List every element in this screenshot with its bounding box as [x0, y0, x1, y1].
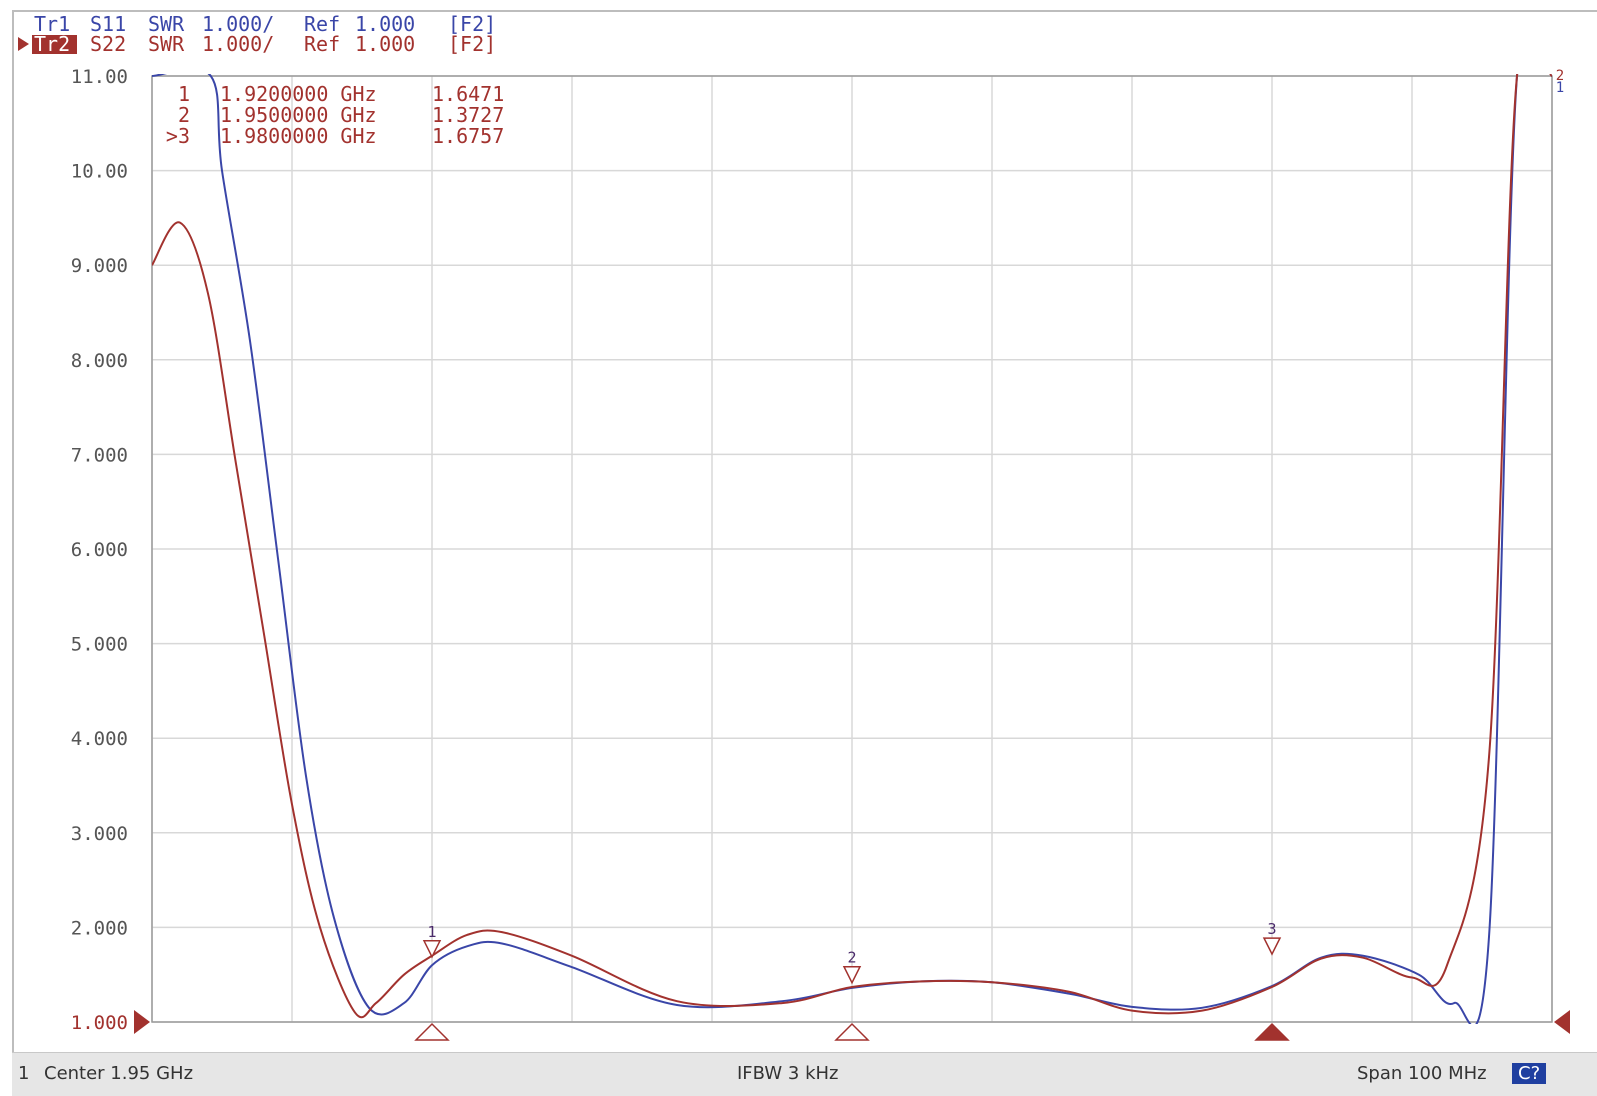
marker-row-value: 1.3727 [432, 103, 504, 127]
y-tick-label: 10.00 [71, 161, 128, 183]
marker-table: 1 1.9200000 GHz 1.6471 2 1.9500000 GHz 1… [166, 82, 504, 148]
marker-1-icon[interactable] [422, 940, 442, 959]
trace-header-tr2[interactable]: Tr2 S22 SWR 1.000/ Ref 1.000 [F2] [18, 32, 496, 56]
y-tick-label: 3.000 [71, 823, 128, 845]
calibration-status-badge[interactable]: C? [1512, 1063, 1547, 1084]
trace-end-label: 1 [1556, 80, 1564, 96]
marker-2-icon[interactable] [842, 965, 862, 985]
analyzer-window [12, 10, 1597, 1096]
marker-row-3: >3 1.9800000 GHz 1.6757 [166, 124, 504, 148]
y-tick-label: 5.000 [71, 634, 128, 656]
marker-2-label: 2 [847, 949, 856, 967]
reference-level-left-icon[interactable] [134, 1010, 150, 1034]
trace-ref-tr2: 1.000 [355, 32, 415, 56]
ifbw-setting[interactable]: IFBW 3 kHz [737, 1063, 839, 1084]
trace-scale-tr1: 1.000/ [202, 12, 274, 36]
y-tick-label: 2.000 [71, 917, 128, 939]
trace-ref-label-tr1: Ref [304, 12, 340, 36]
reference-level-right-icon[interactable] [1554, 1010, 1570, 1034]
trace-tag-tr2: [F2] [448, 32, 496, 56]
marker-row-freq: 1.9800000 GHz [220, 124, 377, 148]
y-tick-label: 4.000 [71, 728, 128, 750]
trace-ref-label-tr2: Ref [304, 32, 340, 56]
marker-2-stimulus-icon[interactable] [834, 1022, 870, 1041]
trace-header-tr1[interactable]: Tr1 S11 SWR 1.000/ Ref 1.000 [F2] [34, 12, 496, 36]
marker-row-1: 1 1.9200000 GHz 1.6471 [178, 82, 504, 106]
swr-chart[interactable]: 11.00 10.00 9.000 8.000 7.000 6.000 5.000 4.000… [0, 0, 1597, 1052]
marker-row-value: 1.6757 [432, 124, 504, 148]
marker-row-label: 1 [178, 82, 190, 106]
trace-line-s22[interactable] [152, 26, 1552, 1019]
y-tick-label: 11.00 [71, 66, 128, 88]
y-tick-label: 8.000 [71, 350, 128, 372]
trace-id-tr1: Tr1 [34, 12, 70, 36]
y-tick-label: 9.000 [71, 255, 128, 277]
trace-tag-tr1: [F2] [448, 12, 496, 36]
marker-row-freq: 1.9500000 GHz [220, 103, 377, 127]
trace-id-tr2: Tr2 [34, 32, 70, 56]
y-tick-label: 6.000 [71, 539, 128, 561]
trace-param-tr1: S11 [90, 12, 126, 36]
marker-row-value: 1.6471 [432, 82, 504, 106]
marker-3-icon[interactable] [1262, 937, 1282, 956]
marker-row-freq: 1.9200000 GHz [220, 82, 377, 106]
y-tick-label: 1.000 [71, 1012, 128, 1034]
trace-format-tr1: SWR [148, 12, 185, 36]
marker-row-label: 2 [178, 103, 190, 127]
trace-id-badge-tr2 [32, 35, 77, 54]
active-trace-icon [18, 37, 29, 51]
channel-number[interactable]: 1 [18, 1063, 30, 1084]
marker-row-2: 2 1.9500000 GHz 1.3727 [178, 103, 504, 127]
span-setting[interactable]: Span 100 MHz [1357, 1063, 1487, 1084]
trace-ref-tr1: 1.000 [355, 12, 415, 36]
trace-scale-tr2: 1.000/ [202, 32, 274, 56]
marker-1-label: 1 [427, 923, 436, 941]
marker-3-stimulus-icon[interactable] [1254, 1022, 1290, 1041]
status-bar: 1 Center 1.95 GHz IFBW 3 kHz Span 100 MH… [12, 1052, 1597, 1096]
trace-end-label: 2 [1556, 68, 1564, 84]
center-frequency[interactable]: Center 1.95 GHz [44, 1063, 194, 1084]
y-tick-label: 7.000 [71, 444, 128, 466]
plot-border [151, 75, 1553, 1023]
marker-row-label: >3 [166, 124, 190, 148]
trace-param-tr2: S22 [90, 32, 126, 56]
marker-3-label: 3 [1267, 920, 1276, 938]
trace-format-tr2: SWR [148, 32, 185, 56]
marker-1-stimulus-icon[interactable] [414, 1022, 450, 1041]
